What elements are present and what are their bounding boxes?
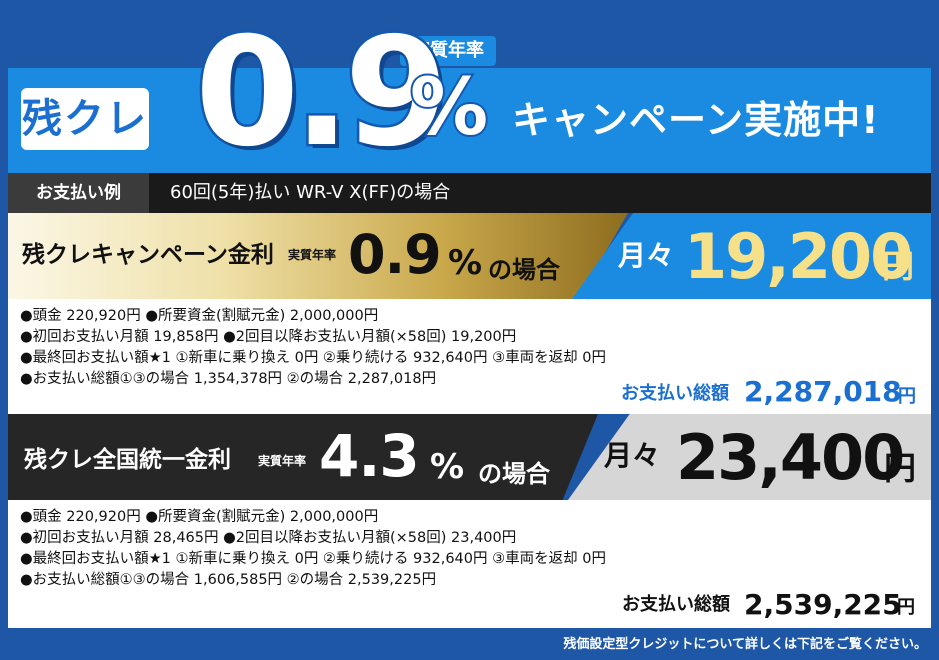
detail-line: ●最終回お支払い額★1 ①新車に乗り換え 0円 ②乗り続ける 932,640円 … <box>20 551 606 567</box>
national-monthly-label: 月々 <box>604 439 661 472</box>
national-rate-value: 4.3 <box>319 422 420 490</box>
zancre-badge: 残クレ <box>21 88 149 150</box>
example-text: 60回(5年)払い WR-V X(FF)の場合 <box>170 182 451 203</box>
campaign-details: ●頭金 220,920円 ●所要資金(割賦元金) 2,000,000円 ●初回お… <box>20 306 606 390</box>
campaign-rate-title: 残クレキャンペーン金利 <box>22 242 274 268</box>
detail-line: ●お支払い総額①③の場合 1,606,585円 ②の場合 2,539,225円 <box>20 572 437 588</box>
detail-line: ●頭金 220,920円 ●所要資金(割賦元金) 2,000,000円 <box>20 308 379 324</box>
detail-line: ●お支払い総額①③の場合 1,354,378円 ②の場合 2,287,018円 <box>20 371 437 387</box>
campaign-total-label: お支払い総額 <box>621 383 729 404</box>
national-rate-percent: % <box>430 447 465 487</box>
detail-line: ●初回お支払い月額 28,465円 ●2回目以降お支払い月額(×58回) 23,… <box>20 530 517 546</box>
campaign-rate-tag: 実質年率 <box>288 248 337 262</box>
national-total-yen: 円 <box>897 597 915 618</box>
header-rate: 0.9 <box>193 6 452 181</box>
campaign-total-yen: 円 <box>898 386 916 407</box>
detail-line: ●初回お支払い月額 19,858円 ●2回目以降お支払い月額(×58回) 19,… <box>20 329 517 345</box>
footer-note: 残価設定型クレジットについて詳しくは下記をご覧ください。 <box>563 637 927 652</box>
national-details-panel <box>8 500 931 628</box>
national-rate-title: 残クレ全国統一金利 <box>24 447 231 473</box>
campaign-rate-value: 0.9 <box>348 223 442 286</box>
national-rate-banner <box>8 414 598 500</box>
national-details: ●頭金 220,920円 ●所要資金(割賦元金) 2,000,000円 ●初回お… <box>20 507 606 591</box>
campaign-monthly-box <box>572 213 931 299</box>
campaign-rate-percent: % <box>448 243 483 283</box>
campaign-rate-suffix: の場合 <box>488 256 560 284</box>
national-monthly-amount: 23,400 <box>676 421 905 494</box>
header-percent: % <box>408 61 490 155</box>
national-total: 2,539,225 <box>744 588 902 621</box>
campaign-details-panel <box>8 299 931 414</box>
campaign-monthly-amount: 19,200 <box>684 220 913 293</box>
hero-banner <box>8 68 931 173</box>
campaign-total: 2,287,018 <box>744 375 902 408</box>
national-rate-suffix: の場合 <box>478 460 550 488</box>
national-total-label: お支払い総額 <box>622 594 730 615</box>
national-monthly-box <box>568 414 931 500</box>
header-rate-tag: 実質年率 <box>400 36 496 66</box>
campaign-monthly-label: 月々 <box>618 239 675 272</box>
national-rate-tag: 実質年率 <box>258 454 307 468</box>
example-bar <box>8 173 931 213</box>
campaign-rate-banner <box>8 213 628 299</box>
example-label: お支払い例 <box>8 173 149 213</box>
detail-line: ●最終回お支払い額★1 ①新車に乗り換え 0円 ②乗り続ける 932,640円 … <box>20 350 606 366</box>
detail-line: ●頭金 220,920円 ●所要資金(割賦元金) 2,000,000円 <box>20 509 379 525</box>
campaign-text: キャンペーン実施中! <box>512 98 880 142</box>
national-monthly-yen: 円 <box>884 449 917 487</box>
campaign-monthly-yen: 円 <box>882 247 915 285</box>
